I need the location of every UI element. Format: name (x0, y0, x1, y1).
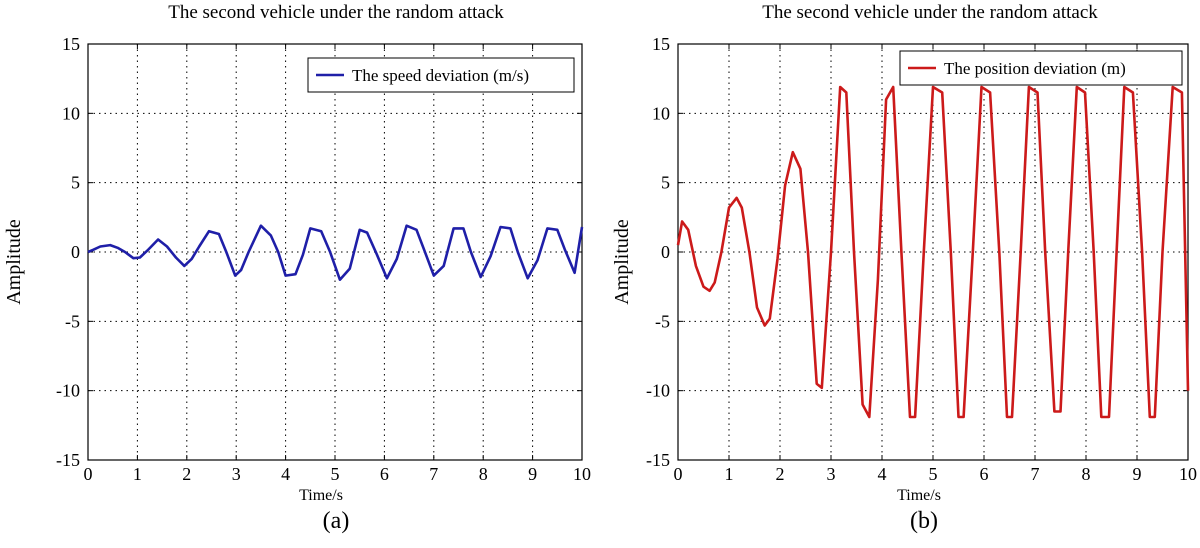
y-tick-label: -5 (655, 311, 670, 331)
x-tick-label: 7 (429, 464, 438, 484)
y-tick-label: 10 (62, 103, 80, 123)
y-tick-label: 0 (71, 242, 80, 262)
y-tick-label: -5 (65, 311, 80, 331)
y-tick-label: -15 (646, 450, 670, 470)
legend-box (307, 57, 575, 93)
x-tick-label: 6 (980, 464, 989, 484)
chart-title: The second vehicle under the random atta… (762, 2, 1098, 23)
x-tick-label: 6 (380, 464, 389, 484)
panel-caption: (b) (910, 508, 938, 534)
y-axis-label: Amplitude (3, 219, 25, 305)
y-tick-label: 10 (652, 103, 670, 123)
x-tick-label: 5 (331, 464, 340, 484)
y-axis-label: Amplitude (611, 219, 633, 305)
chart-panel-b: The second vehicle under the random atta… (611, 2, 1197, 534)
legend-box (899, 50, 1183, 86)
y-tick-label: 15 (62, 34, 80, 54)
x-tick-label: 2 (776, 464, 785, 484)
x-tick-label: 9 (528, 464, 537, 484)
chart-title: The second vehicle under the random atta… (168, 2, 504, 23)
y-tick-label: 0 (661, 242, 670, 262)
x-tick-label: 10 (1179, 464, 1197, 484)
x-tick-label: 5 (929, 464, 938, 484)
y-tick-label: 5 (71, 173, 80, 193)
x-tick-label: 10 (573, 464, 591, 484)
y-tick-label: -10 (56, 381, 80, 401)
legend-label: The position deviation (m) (944, 59, 1126, 78)
legend-label: The speed deviation (m/s) (352, 66, 529, 85)
x-tick-label: 0 (84, 464, 93, 484)
panel-caption: (a) (323, 508, 350, 534)
series-line-speed-deviation (87, 224, 584, 282)
x-tick-label: 1 (133, 464, 142, 484)
x-tick-label: 1 (725, 464, 734, 484)
x-tick-label: 4 (281, 464, 290, 484)
x-tick-label: 0 (674, 464, 683, 484)
series-line-position-deviation (676, 85, 1190, 419)
plot-area (87, 43, 583, 461)
x-tick-label: 8 (1082, 464, 1091, 484)
y-tick-label: 15 (652, 34, 670, 54)
x-tick-label: 8 (479, 464, 488, 484)
x-tick-label: 7 (1031, 464, 1040, 484)
x-tick-label: 2 (182, 464, 191, 484)
x-axis-label: Time/s (299, 487, 343, 504)
y-tick-label: -15 (56, 450, 80, 470)
x-axis-label: Time/s (897, 487, 941, 504)
x-tick-label: 9 (1133, 464, 1142, 484)
chart-panel-a: The second vehicle under the random atta… (3, 2, 591, 534)
x-tick-label: 4 (878, 464, 887, 484)
y-tick-label: -10 (646, 381, 670, 401)
x-tick-label: 3 (827, 464, 836, 484)
x-tick-label: 3 (232, 464, 241, 484)
y-tick-label: 5 (661, 173, 670, 193)
